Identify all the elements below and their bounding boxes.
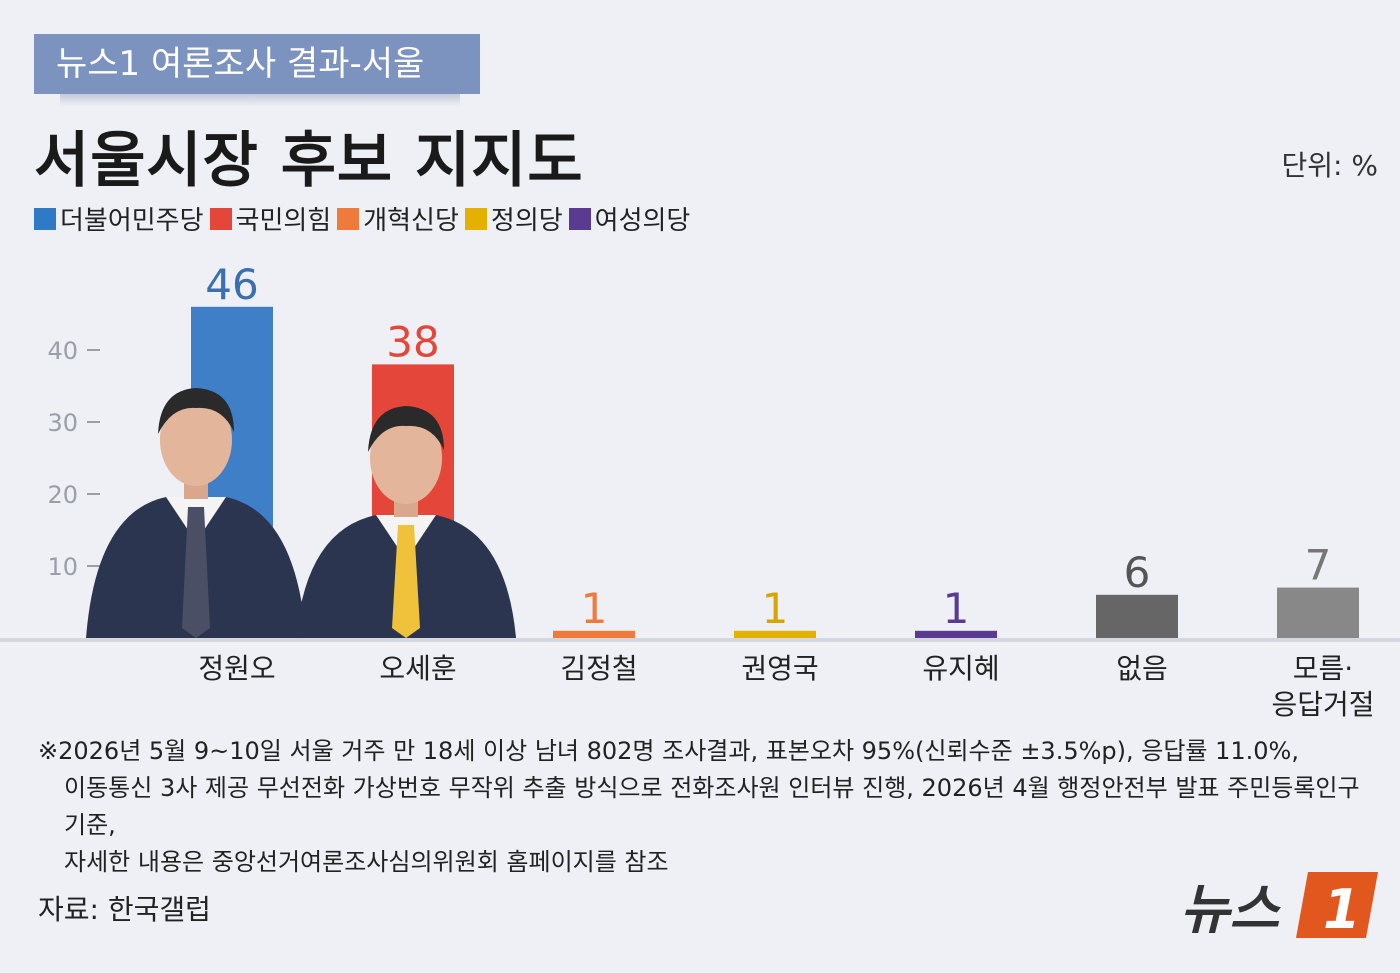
category-label: 오세훈 <box>379 652 456 685</box>
bar-chart: 10 20 30 40 46 정원오 38 오세훈 1 김정철 1 권영국 1 유지혜 6 없음 7 모름·응답거… <box>0 260 1400 721</box>
hair <box>158 388 234 434</box>
tag-shadow <box>60 94 460 106</box>
bar <box>915 630 997 638</box>
logo-mark-shape <box>1296 872 1378 938</box>
y-tick-label: 20 <box>47 481 78 509</box>
legend-item: 더불어민주당 <box>34 200 204 237</box>
legend-label: 여성의당 <box>594 206 691 236</box>
footnote-line: ※2026년 5월 9~10일 서울 거주 만 18세 이상 남녀 802명 조… <box>38 737 1299 765</box>
legend: 더불어민주당 국민의힘 개혁신당 정의당 여성의당 <box>34 200 696 237</box>
y-tick-label: 40 <box>47 337 78 365</box>
legend-label: 정의당 <box>490 206 563 236</box>
footnote-line: 이동통신 3사 제공 무선전화 가상번호 무작위 추출 방식으로 전화조사원 인… <box>64 774 1360 839</box>
value-label: 7 <box>1305 541 1332 590</box>
candidate-photo-oh <box>296 406 516 638</box>
bar <box>734 630 816 638</box>
legend-label: 개혁신당 <box>363 206 459 236</box>
value-label: 38 <box>386 317 439 366</box>
legend-item: 개혁신당 <box>337 200 459 237</box>
logo-mark: 1 <box>1323 878 1361 941</box>
category-label: 응답거절 <box>1271 688 1374 721</box>
tie <box>392 525 420 638</box>
category-label: 없음 <box>1116 652 1168 685</box>
value-label: 6 <box>1124 548 1151 597</box>
candidate-photo-jung <box>86 388 306 638</box>
legend-item: 여성의당 <box>568 200 691 237</box>
value-label: 1 <box>762 584 789 633</box>
footnote-line: 자세한 내용은 중앙선거여론조사심의위원회 홈페이지를 참조 <box>64 848 669 876</box>
category-label: 모름· <box>1293 652 1353 685</box>
news1-logo: 뉴스 1 <box>1180 872 1378 941</box>
legend-swatch <box>337 207 360 230</box>
logo-text: 뉴스 <box>1180 878 1282 941</box>
baseline <box>0 638 1400 642</box>
chart-title: 서울시장 후보 지지도 <box>34 126 584 196</box>
category-label: 유지혜 <box>922 652 999 685</box>
legend-item: 국민의힘 <box>209 200 332 237</box>
header-tag: 뉴스1 여론조사 결과-서울 <box>34 34 480 94</box>
category-label: 권영국 <box>741 652 818 685</box>
category-label: 정원오 <box>198 652 275 685</box>
bar <box>553 630 635 638</box>
hair <box>368 406 444 452</box>
legend-swatch <box>568 207 591 230</box>
legend-label: 더불어민주당 <box>60 206 204 236</box>
bar <box>1096 594 1178 638</box>
unit-label: 단위: % <box>1281 149 1378 182</box>
value-label: 1 <box>943 584 970 633</box>
value-label: 1 <box>581 584 608 633</box>
legend-swatch <box>209 207 232 230</box>
legend-swatch <box>34 207 56 230</box>
legend-swatch <box>464 207 487 230</box>
face <box>370 412 442 504</box>
source-label: 자료: 한국갤럽 <box>38 893 211 926</box>
tie <box>182 507 210 638</box>
face <box>160 394 232 486</box>
value-label: 46 <box>205 260 258 309</box>
y-tick-label: 10 <box>47 553 78 581</box>
legend-label: 국민의힘 <box>235 206 332 236</box>
category-label: 김정철 <box>560 652 637 685</box>
legend-item: 정의당 <box>464 200 563 237</box>
bar <box>1277 587 1359 638</box>
y-tick-label: 30 <box>47 409 78 437</box>
footnote: ※2026년 5월 9~10일 서울 거주 만 18세 이상 남녀 802명 조… <box>38 733 1383 881</box>
